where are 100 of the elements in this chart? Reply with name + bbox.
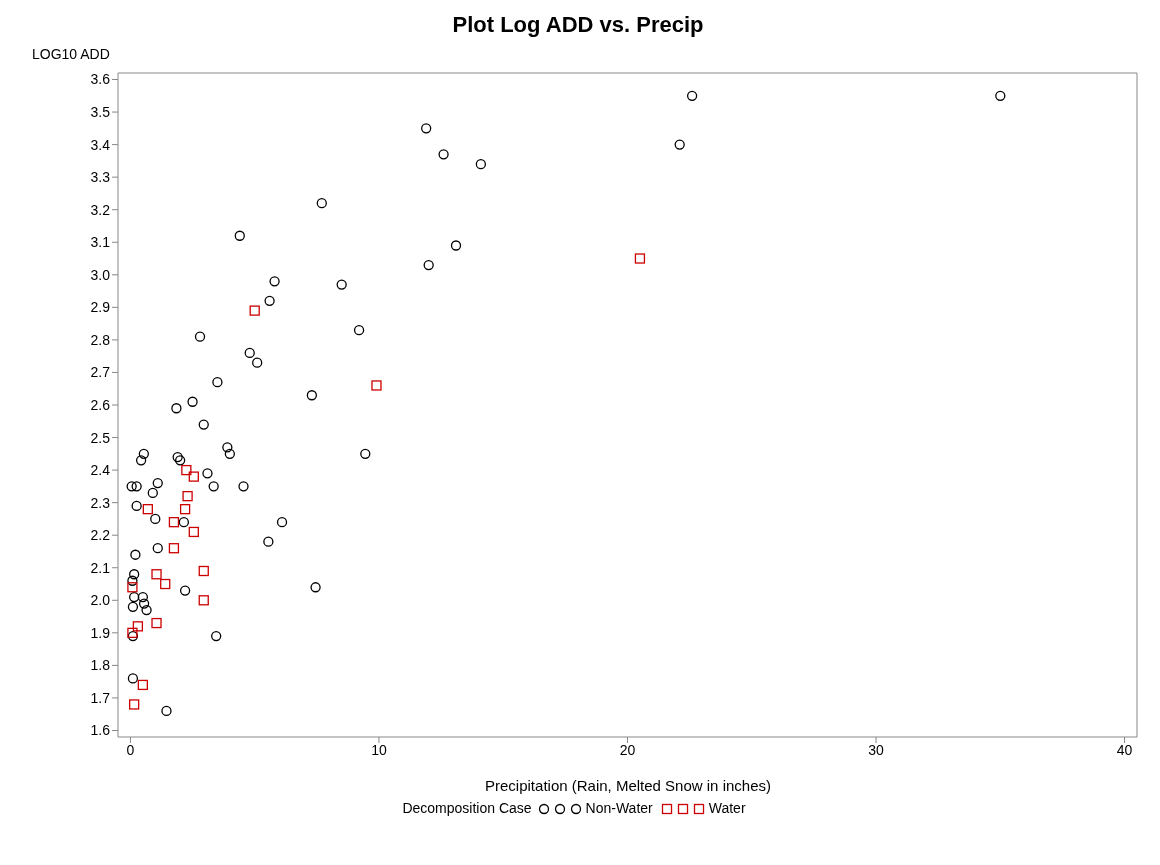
point	[127, 601, 139, 612]
y-tick-label: 3.6	[90, 71, 111, 88]
y-tick-label: 3.1	[90, 234, 111, 251]
point	[310, 582, 321, 593]
point	[995, 90, 1006, 101]
point	[686, 90, 698, 101]
y-tick-label: 3.2	[90, 201, 111, 218]
point	[238, 481, 249, 492]
point	[264, 295, 275, 306]
chart-title: Plot Log ADD vs. Precip	[451, 11, 705, 38]
legend-title: Decomposition Case	[402, 800, 532, 816]
point	[174, 455, 186, 466]
x-tick-label: 40	[1116, 741, 1133, 758]
point	[129, 569, 140, 580]
y-tick-label: 2.7	[90, 364, 111, 381]
point	[126, 481, 137, 492]
point	[137, 591, 148, 603]
point	[244, 347, 255, 359]
point	[179, 504, 191, 515]
point	[371, 380, 382, 391]
point	[212, 377, 223, 388]
point	[269, 276, 280, 287]
point	[224, 448, 235, 459]
y-tick-label: 2.1	[90, 559, 111, 576]
y-tick-label: 2.3	[90, 494, 111, 511]
point	[423, 259, 434, 271]
point	[129, 699, 140, 710]
y-tick-label: 2.0	[90, 592, 111, 609]
x-tick-label: 30	[868, 741, 885, 758]
point	[160, 578, 171, 590]
point	[475, 158, 487, 170]
y-tick-label: 2.2	[90, 527, 111, 544]
point	[198, 595, 209, 606]
point	[147, 487, 158, 499]
x-tick-label: 10	[371, 741, 387, 758]
point	[172, 451, 183, 463]
point	[142, 504, 153, 515]
point	[249, 305, 260, 316]
legend-label: Water	[707, 800, 746, 816]
point	[131, 500, 142, 512]
point	[127, 575, 138, 586]
point	[188, 471, 199, 482]
point	[360, 448, 371, 459]
point	[141, 604, 152, 616]
point	[132, 621, 144, 632]
point	[179, 585, 191, 596]
y-tick-label: 2.6	[90, 396, 111, 413]
y-axis-title: LOG10 ADD	[32, 46, 111, 62]
point	[263, 536, 274, 547]
point	[316, 198, 327, 209]
point	[138, 598, 150, 609]
point	[438, 149, 449, 160]
point	[129, 591, 140, 603]
point	[674, 139, 685, 150]
point	[130, 549, 141, 560]
point	[188, 526, 199, 538]
point	[131, 481, 142, 492]
point	[306, 390, 318, 401]
y-tick-label: 3.5	[90, 104, 111, 121]
point	[161, 705, 172, 717]
point	[211, 630, 222, 642]
point	[152, 477, 163, 489]
point	[234, 230, 245, 241]
point	[336, 279, 347, 290]
y-tick-label: 1.6	[90, 722, 111, 739]
point	[450, 240, 462, 251]
point	[421, 123, 432, 134]
point	[127, 630, 139, 642]
point	[152, 543, 163, 554]
point	[208, 481, 219, 492]
point	[151, 617, 162, 629]
y-tick-label: 1.9	[90, 624, 111, 641]
point	[276, 517, 288, 528]
y-tick-label: 3.0	[90, 266, 111, 283]
point	[187, 396, 198, 407]
x-tick-label: 20	[619, 741, 636, 758]
point	[127, 582, 138, 593]
point	[127, 673, 139, 684]
y-tick-label: 3.3	[90, 169, 111, 186]
y-tick-label: 1.8	[90, 657, 111, 674]
point	[178, 517, 190, 528]
point	[222, 442, 233, 453]
x-tick-label: 0	[126, 741, 135, 758]
point	[168, 517, 180, 528]
point	[168, 543, 180, 554]
point	[182, 490, 193, 502]
point	[181, 464, 192, 476]
y-tick-label: 1.7	[90, 689, 111, 706]
point	[135, 455, 147, 466]
point	[353, 324, 365, 336]
point	[198, 565, 209, 577]
point	[202, 468, 213, 479]
point	[252, 357, 263, 368]
point	[194, 331, 206, 342]
point	[127, 627, 138, 638]
point	[198, 419, 209, 430]
x-axis-title: Precipitation (Rain, Melted Snow in inches)	[484, 777, 772, 794]
point	[634, 253, 646, 264]
point	[150, 513, 161, 525]
point	[171, 403, 182, 414]
